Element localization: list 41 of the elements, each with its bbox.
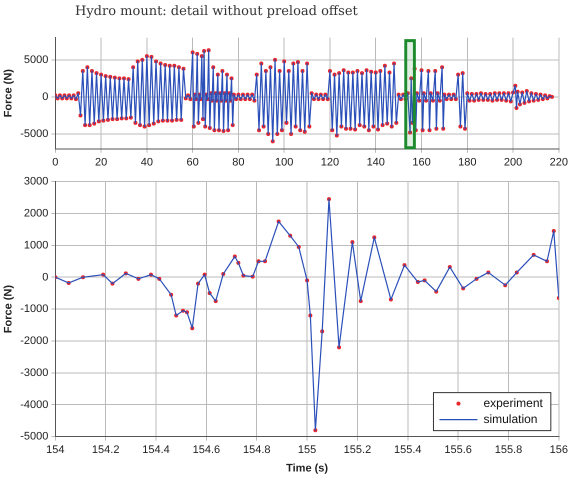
x-tick-label: 40 [140,156,153,168]
x-tick-label: 155 [298,444,316,456]
y-tick-label: -3000 [20,366,48,379]
x-axis-title: Time (s) [286,462,328,474]
x-tick-label: 155.2 [344,444,372,456]
y-tick-label: -5000 [20,430,48,443]
y-tick-label: 2000 [24,208,48,220]
x-tick-label: 140 [366,156,385,168]
x-tick-label: 154.6 [192,444,220,456]
y-tick-label: 1000 [24,239,48,252]
y-tick-label: 5000 [24,54,48,66]
x-tick-label: 120 [320,156,340,168]
y-tick-label: -5000 [20,128,48,140]
x-tick-label: 154.2 [92,444,120,456]
legend-label: simulation [483,412,538,426]
x-tick-label: 0 [52,156,58,168]
x-tick-label: 180 [458,156,476,168]
x-tick-label: 100 [275,156,294,168]
x-tick-label: 155.4 [394,444,422,456]
x-tick-label: 200 [504,156,522,168]
x-tick-label: 60 [186,156,199,168]
y-axis-title: Force (N) [2,284,15,334]
x-tick-label: 154.4 [142,444,170,456]
chart-title: Hydro mount: detail without preload offset [75,4,358,19]
x-tick-label: 80 [232,156,245,168]
x-tick-label: 155.6 [444,444,472,456]
x-tick-label: 155.8 [494,444,522,456]
y-tick-label: -4000 [20,398,48,411]
x-tick-label: 160 [412,156,431,168]
y-tick-label: 0 [42,90,48,103]
y-axis-title: Force (N) [2,68,15,118]
x-tick-label: 220 [550,156,568,168]
x-tick-label: 156 [550,444,568,456]
x-tick-label: 154.8 [242,444,270,456]
y-tick-label: -1000 [20,303,48,316]
y-tick-label: -2000 [20,335,48,348]
x-tick-label: 20 [94,156,108,168]
y-tick-label: 0 [42,271,48,284]
legend-label: experiment [483,396,544,410]
x-tick-label: 154 [46,444,65,456]
y-tick-label: 3000 [24,176,48,188]
